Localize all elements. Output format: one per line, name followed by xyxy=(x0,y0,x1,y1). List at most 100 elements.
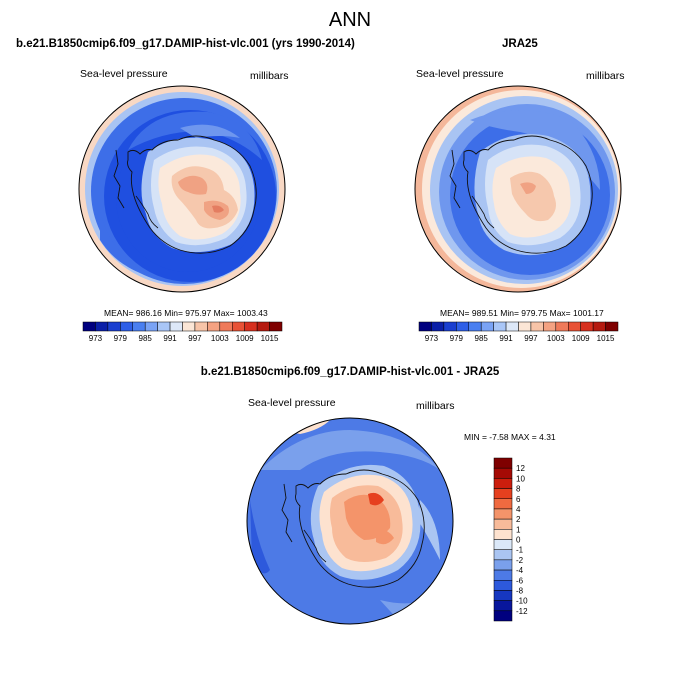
panel2-colorbar-tick-label: 979 xyxy=(450,334,464,343)
panel2-map-border xyxy=(414,85,622,293)
panel2-units-label: millibars xyxy=(586,70,625,82)
panel1-map xyxy=(79,86,285,292)
panel2-map xyxy=(415,86,621,292)
panel1-colorbar-swatch-15 xyxy=(269,321,283,332)
panel3-colorbar-tick-label: -12 xyxy=(516,607,528,616)
panel3-colorbar-swatch-2 xyxy=(493,478,513,489)
panel3-variable-label: Sea-level pressure xyxy=(248,397,336,409)
panel2-colorbar-swatch-10 xyxy=(543,321,557,332)
panel1-colorbar-swatch-13 xyxy=(244,321,258,332)
panel3-colorbar-tick-label: 8 xyxy=(516,485,521,494)
panel1-colorbar-swatch-9 xyxy=(194,321,208,332)
panel1-colorbar-swatch-7 xyxy=(169,321,183,332)
panel3-colorbar-swatch-10 xyxy=(493,559,513,571)
panel3-colorbar-swatch-3 xyxy=(493,488,513,499)
panel2-colorbar-swatch-8 xyxy=(518,321,532,332)
panel3-colorbar-tick-label: -8 xyxy=(516,586,524,595)
panel3-coastline xyxy=(281,469,425,588)
panel1-colorbar-tick-label: 1015 xyxy=(261,334,279,343)
panel3-colorbar-swatch-0 xyxy=(493,457,513,469)
panel1-colorbar-tick-label: 973 xyxy=(89,334,103,343)
panel1-blue-swirl-top xyxy=(128,111,262,160)
panel2-colorbar-tick-label: 1009 xyxy=(572,334,590,343)
panel1-colorbar-tick-label: 1003 xyxy=(211,334,229,343)
panel2-colorbar-swatch-15 xyxy=(605,321,619,332)
panel2-variable-label: Sea-level pressure xyxy=(416,68,504,80)
panel3-colorbar-swatch-13 xyxy=(493,590,513,601)
panel1-coastline xyxy=(113,135,257,254)
panel3-stats: MIN = -7.58 MAX = 4.31 xyxy=(464,432,556,442)
panel1-colorbar-swatch-14 xyxy=(256,321,270,332)
panel1-colorbar-tick-label: 985 xyxy=(139,334,153,343)
panel3-map-border xyxy=(246,417,454,625)
panel2-colorbar-swatch-13 xyxy=(580,321,594,332)
panel2-colorbar-tick-label: 997 xyxy=(524,334,538,343)
panel2-colorbar-swatch-1 xyxy=(431,321,445,332)
panel3-colorbar-tick-label: 0 xyxy=(516,536,521,545)
panel3-colorbar-tick-label: -10 xyxy=(516,597,528,606)
panel1-colorbar-tick-label: 1009 xyxy=(236,334,254,343)
panel2-stats: MEAN= 989.51 Min= 979.75 Max= 1001.17 xyxy=(440,308,604,318)
panel3-colorbar-swatch-4 xyxy=(493,498,513,510)
panel3-colorbar-tick-label: 4 xyxy=(516,505,521,514)
panel3-colorbar-swatch-11 xyxy=(493,569,513,581)
panel3-colorbar-swatch-5 xyxy=(493,508,513,520)
panel2-colorbar-swatch-9 xyxy=(530,321,544,332)
panel3-map xyxy=(247,418,453,624)
panel3-units-label: millibars xyxy=(416,400,455,412)
panel3-colorbar-swatch-6 xyxy=(493,518,513,530)
panel1-colorbar-swatch-5 xyxy=(144,321,158,332)
panel3-colorbar-tick-label: -1 xyxy=(516,546,524,555)
panel1-units-label: millibars xyxy=(250,70,289,82)
panel3-colorbar-tick-label: 1 xyxy=(516,525,521,534)
panel1-colorbar-tick-label: 991 xyxy=(163,334,177,343)
panel2-colorbar-swatch-12 xyxy=(568,321,581,332)
panel2-colorbar: 973 979 985 991 997 1003 1009 1015 xyxy=(418,321,619,343)
panel1-colorbar-tick-label: 979 xyxy=(114,334,128,343)
panel1-colorbar-tick-label: 997 xyxy=(188,334,202,343)
panel1-title: b.e21.B1850cmip6.f09_g17.DAMIP-hist-vlc.… xyxy=(16,38,355,50)
panel2-colorbar-tick-label: 991 xyxy=(499,334,513,343)
panel2-colorbar-tick-label: 1015 xyxy=(597,334,615,343)
panel1-colorbar-swatch-6 xyxy=(157,321,171,332)
panel2-colorbar-swatch-7 xyxy=(505,321,519,332)
panel3-colorbar-tick-label: -6 xyxy=(516,576,524,585)
panel3-colorbar-tick-label: 6 xyxy=(516,495,521,504)
panel3-colorbar-swatch-14 xyxy=(493,600,513,612)
panel1-colorbar-swatch-0 xyxy=(82,321,96,332)
panel2-colorbar-swatch-4 xyxy=(468,321,482,332)
panel1-variable-label: Sea-level pressure xyxy=(80,68,168,80)
panel2-colorbar-swatch-3 xyxy=(456,321,469,332)
panel2-colorbar-swatch-0 xyxy=(418,321,432,332)
panel2-colorbar-swatch-6 xyxy=(493,321,507,332)
panel3-title: b.e21.B1850cmip6.f09_g17.DAMIP-hist-vlc.… xyxy=(200,366,500,378)
panel2-title: JRA25 xyxy=(502,38,538,50)
panel3-colorbar-swatch-15 xyxy=(493,610,513,622)
page-title: ANN xyxy=(328,9,372,31)
panel2-colorbar-swatch-14 xyxy=(592,321,606,332)
panel3-colorbar-tick-label: -2 xyxy=(516,556,524,565)
panel1-colorbar-swatch-12 xyxy=(232,321,245,332)
panel1-colorbar: 973 979 985 991 997 1003 1009 1015 xyxy=(82,321,283,343)
panel1-colorbar-swatch-3 xyxy=(120,321,133,332)
panel3-colorbar-swatch-9 xyxy=(493,549,513,561)
panel3-colorbar-swatch-7 xyxy=(493,529,513,540)
panel1-stats: MEAN= 986.16 Min= 975.97 Max= 1003.43 xyxy=(104,308,268,318)
panel3-colorbar-tick-label: 2 xyxy=(516,515,521,524)
panel1-colorbar-swatch-1 xyxy=(95,321,109,332)
panel1-map-border xyxy=(78,85,286,293)
panel1-colorbar-swatch-4 xyxy=(132,321,146,332)
panel3-colorbar-tick-label: 12 xyxy=(516,464,525,473)
panel1-colorbar-swatch-2 xyxy=(107,321,121,332)
panel2-colorbar-tick-label: 985 xyxy=(475,334,489,343)
panel2-colorbar-swatch-11 xyxy=(555,321,569,332)
panel1-colorbar-swatch-10 xyxy=(207,321,221,332)
panel1-colorbar-swatch-11 xyxy=(219,321,233,332)
panel2-colorbar-swatch-5 xyxy=(480,321,494,332)
panel3-colorbar-tick-label: 10 xyxy=(516,474,525,483)
panel2-coastline xyxy=(449,135,593,254)
panel3-colorbar-tick-label: -4 xyxy=(516,566,524,575)
panel2-colorbar-swatch-2 xyxy=(443,321,457,332)
